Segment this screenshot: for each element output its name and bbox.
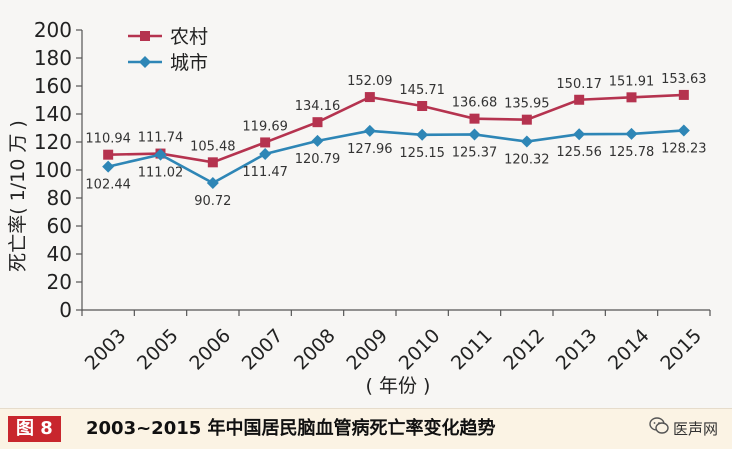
x-tick-label: 2003 — [81, 325, 131, 375]
y-tick-label: 80 — [47, 186, 72, 210]
data-point — [573, 128, 586, 141]
x-tick-label: 2013 — [552, 325, 602, 375]
data-label: 125.56 — [556, 145, 602, 160]
data-label: 110.94 — [85, 132, 131, 147]
data-label: 120.79 — [295, 152, 341, 167]
legend-item: 城市 — [128, 52, 208, 74]
x-axis-label: ( 年份 ) — [366, 375, 431, 397]
data-label: 105.48 — [190, 139, 236, 154]
x-tick-label: 2015 — [656, 325, 706, 375]
y-axis: 0 20 40 60 80 100 120 140 160 180 200 — [34, 18, 83, 322]
x-tick-label: 2011 — [447, 325, 497, 375]
data-point — [102, 160, 115, 173]
data-point — [574, 94, 585, 105]
y-tick-label: 180 — [34, 46, 72, 70]
data-point — [206, 176, 219, 189]
data-label: 125.15 — [399, 146, 445, 161]
series-line — [107, 129, 684, 185]
data-point — [678, 89, 689, 100]
legend-marker — [139, 56, 151, 68]
data-label: 125.37 — [452, 145, 498, 160]
x-tick-label: 2005 — [133, 325, 183, 375]
figure-caption: 2003~2015 年中国居民脑血管病死亡率变化趋势 — [86, 418, 496, 439]
data-label: 102.44 — [85, 178, 131, 193]
data-label: 151.91 — [609, 74, 655, 89]
data-point — [521, 114, 532, 125]
data-point — [677, 124, 690, 137]
legend-label: 城市 — [170, 52, 208, 74]
x-tick-label: 2014 — [604, 325, 654, 375]
y-tick-label: 160 — [34, 74, 72, 98]
data-point — [416, 128, 429, 141]
data-label: 127.96 — [347, 142, 393, 157]
data-point — [312, 117, 323, 128]
figure-label: 图 8 — [8, 416, 61, 442]
y-tick-label: 200 — [34, 18, 72, 42]
data-label: 125.78 — [609, 145, 655, 160]
x-tick-label: 2009 — [342, 325, 392, 375]
data-label: 136.68 — [452, 96, 498, 111]
series-rural: 110.94 111.74 105.48 119.69 134.16 152.09 145.… — [85, 72, 707, 168]
data-point — [363, 124, 376, 137]
caption-bar: 图 8 2003~2015 年中国居民脑血管病死亡率变化趋势 医声网 — [0, 408, 732, 449]
data-point — [417, 101, 428, 112]
data-point — [469, 113, 480, 124]
x-tick-label: 2007 — [238, 325, 288, 375]
data-label: 111.74 — [138, 131, 184, 146]
data-label: 135.95 — [504, 97, 550, 112]
data-point — [364, 92, 375, 103]
data-point — [207, 157, 218, 168]
data-label: 145.71 — [399, 83, 445, 98]
line-chart: 0 20 40 60 80 100 120 140 160 180 200 2003 2005 2006… — [7, 18, 711, 397]
series-line — [108, 93, 684, 164]
data-label: 134.16 — [295, 99, 341, 114]
data-point — [311, 134, 324, 147]
data-label: 152.09 — [347, 74, 393, 89]
brand-name: 医声网 — [672, 420, 718, 438]
data-label: 111.47 — [242, 165, 288, 180]
data-label: 90.72 — [194, 194, 231, 209]
x-tick-label: 2012 — [499, 325, 549, 375]
x-tick-label: 2006 — [185, 325, 235, 375]
data-label: 153.63 — [661, 72, 707, 87]
y-axis-label: 死亡率( 1/10 万 ) — [7, 120, 29, 272]
y-tick-label: 140 — [34, 102, 72, 126]
y-tick-label: 120 — [34, 130, 72, 154]
data-point — [259, 147, 272, 160]
data-point — [468, 128, 481, 141]
data-point — [625, 127, 638, 140]
series-layer: 110.94 111.74 105.48 119.69 134.16 152.09 145.… — [85, 72, 706, 209]
x-tick-label: 2010 — [395, 325, 445, 375]
y-tick-label: 60 — [47, 214, 72, 238]
legend-item: 农村 — [128, 26, 208, 48]
legend-marker — [140, 31, 150, 41]
y-tick-label: 0 — [59, 298, 72, 322]
x-tick-label: 2008 — [290, 325, 340, 375]
brand: 医声网 — [649, 417, 718, 441]
data-label: 111.02 — [138, 166, 184, 181]
data-point — [626, 92, 637, 103]
data-label: 120.32 — [504, 153, 550, 168]
data-point — [520, 135, 533, 148]
data-point — [154, 148, 167, 161]
wechat-icon — [649, 417, 669, 442]
y-tick-label: 40 — [47, 242, 72, 266]
data-point — [103, 149, 114, 160]
series-urban: 102.44 111.02 90.72 111.47 120.79 127.96 125.1… — [85, 124, 707, 209]
data-label: 119.69 — [242, 119, 288, 134]
legend-label: 农村 — [170, 26, 208, 48]
data-label: 150.17 — [556, 77, 602, 92]
data-point — [260, 137, 271, 148]
x-axis: 2003 2005 2006 2007 2008 2009 2010 2011 2012 2013… — [81, 309, 711, 375]
y-tick-label: 20 — [47, 270, 72, 294]
y-tick-label: 100 — [34, 158, 72, 182]
data-label: 128.23 — [661, 141, 707, 156]
